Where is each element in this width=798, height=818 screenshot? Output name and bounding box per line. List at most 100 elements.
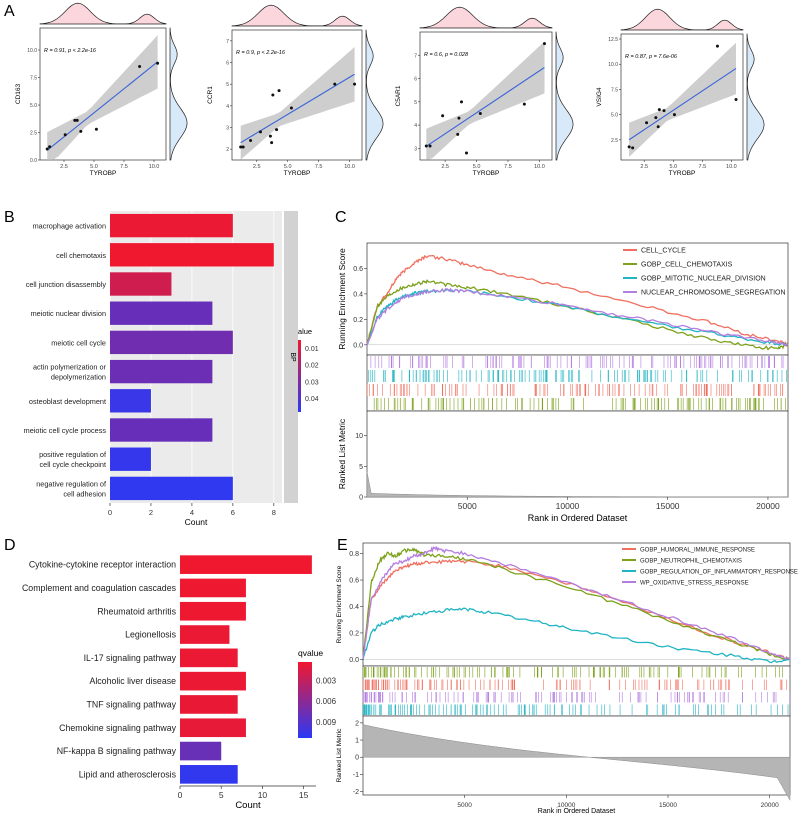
correlation-annotation: R = 0.87, p = 7.6e-06 [625,54,678,60]
y-tick-label: 7.5 [611,87,618,93]
es-curve [362,545,791,661]
category-label: Complement and coagulation cascades [22,583,177,593]
marginal-density-y [169,27,188,161]
y-axis-title: CD163 [15,83,22,104]
x-tick-label: 6 [231,508,235,517]
y-tick-label: 2.5 [30,131,37,137]
metric-y-tick-label: -2 [353,789,359,796]
y-tick-label: 5 [414,100,417,106]
legend-title: qvalue [298,648,323,658]
x-tick-label: 4 [190,508,194,517]
category-label: cell chemotaxis [56,251,106,260]
data-point [645,121,649,125]
x-tick-label: 5.0 [90,164,98,170]
x-axis-title: Rank in Ordered Dataset [538,808,615,815]
x-tick-label: 0 [178,790,183,800]
x-tick-label: 20000 [761,802,779,809]
bar [180,555,312,574]
x-axis-title: TYROBP [473,170,500,177]
metric-axis-title: Ranked List Metric [337,418,347,489]
x-axis-title: TYROBP [284,170,311,177]
data-point [271,93,275,97]
marginal-density-x [620,8,744,31]
y-tick-label: 5 [226,82,229,88]
data-point [631,146,635,150]
data-point [94,127,98,131]
panel-label-b: B [4,209,15,226]
panel-a-scatter-plots: R = 0.91, p < 2.2e-16 2.5 5.0 7.5 10.0 0.0 2.5… [15,2,765,177]
y-axis-title: CCR1 [207,86,214,104]
legend-label: GOBP_NEUTROPHIL_CHEMOTAXIS [640,559,742,565]
legend-tick-label: 0.01 [305,346,319,353]
data-point [73,118,77,122]
legend-label: GOBP_REGULATION_OF_INFLAMMATORY_RESPONSE [640,570,798,576]
y-tick-label: 10.0 [608,62,618,68]
data-point [275,128,279,132]
es-curve [366,254,789,348]
data-point [270,141,274,145]
category-label: Rheumatoid arthritis [97,606,176,616]
ranked-metric-area [362,724,791,802]
x-tick-label: 2.5 [60,164,68,170]
confidence-band [426,41,545,160]
confidence-band [240,47,355,160]
marginal-density-x [419,6,553,29]
bar [110,330,233,355]
data-point [75,118,79,122]
data-point [627,145,631,149]
y-tick-label: 5.0 [30,103,37,109]
legend-tick-label: 0.02 [305,363,319,370]
x-tick-label: 10.0 [534,164,545,170]
metric-y-tick-label: 1 [355,738,359,745]
y-tick-label: 3 [414,146,417,152]
panel-label-a: A [4,3,15,20]
panel-label-d: D [4,537,16,554]
y-tick-label: 0.0 [30,158,37,164]
bar [110,213,233,238]
metric-y-tick-label: 0 [355,755,359,762]
data-point [441,114,445,118]
bar [180,601,246,621]
x-axis-title: TYROBP [669,170,696,177]
bar [180,671,246,691]
data-point [249,139,253,142]
facet-label: BP [289,352,296,362]
es-plot-area [366,242,789,356]
legend-label: NUCLEAR_CHROMOSOME_SEGREGATION [641,290,786,297]
legend-colorbar [298,662,312,738]
y-axis-title: Running Enrichment Score [336,565,343,643]
legend-tick-label: 0.009 [316,718,337,727]
category-label: Legionellosis [125,630,176,640]
y-axis-title: Running Enrichment Score [337,248,347,350]
category-label: positive regulation of [39,450,107,459]
x-tick-label: 8 [272,508,276,517]
bar [180,741,222,761]
data-point [156,61,160,65]
y-tick-label: 0.4 [353,291,363,298]
x-axis-title: Count [185,517,208,527]
ranked-metric-area [366,471,789,498]
x-tick-label: 2.5 [253,164,261,170]
panel-e-gsea-plot: 0.0 0.2 0.4 0.6 0.8 Running Enrichment Score G… [336,542,798,815]
data-point [457,116,461,120]
metric-y-tick-label: 10 [355,433,363,440]
marginal-density-x [231,4,363,27]
y-axis-title: C5AR1 [395,85,402,106]
data-point [459,100,463,104]
bar [110,476,233,501]
scatter-c5ar1: R = 0.6, p = 0.028 2.5 5.0 7.5 10.0 3 4 5 6 7 TYRO… [395,6,574,177]
x-tick-label: 10 [258,790,268,800]
correlation-annotation: R = 0.6, p = 0.028 [424,52,469,58]
data-point [478,111,482,115]
es-curve [366,287,789,347]
data-point [63,133,67,137]
confidence-band [629,42,736,157]
data-point [715,44,719,48]
x-tick-label: 2.5 [640,164,648,170]
data-point [734,98,738,102]
y-tick-label: 0.4 [349,604,359,611]
bar [110,272,172,296]
panel-c-gsea-plot: 0.0 0.2 0.4 0.6 Running Enrichment Score CELL… [337,242,789,523]
scatter-vsig4: R = 0.87, p = 7.6e-06 2.5 5.0 7.5 10.0 2.5 5.0… [596,8,765,177]
